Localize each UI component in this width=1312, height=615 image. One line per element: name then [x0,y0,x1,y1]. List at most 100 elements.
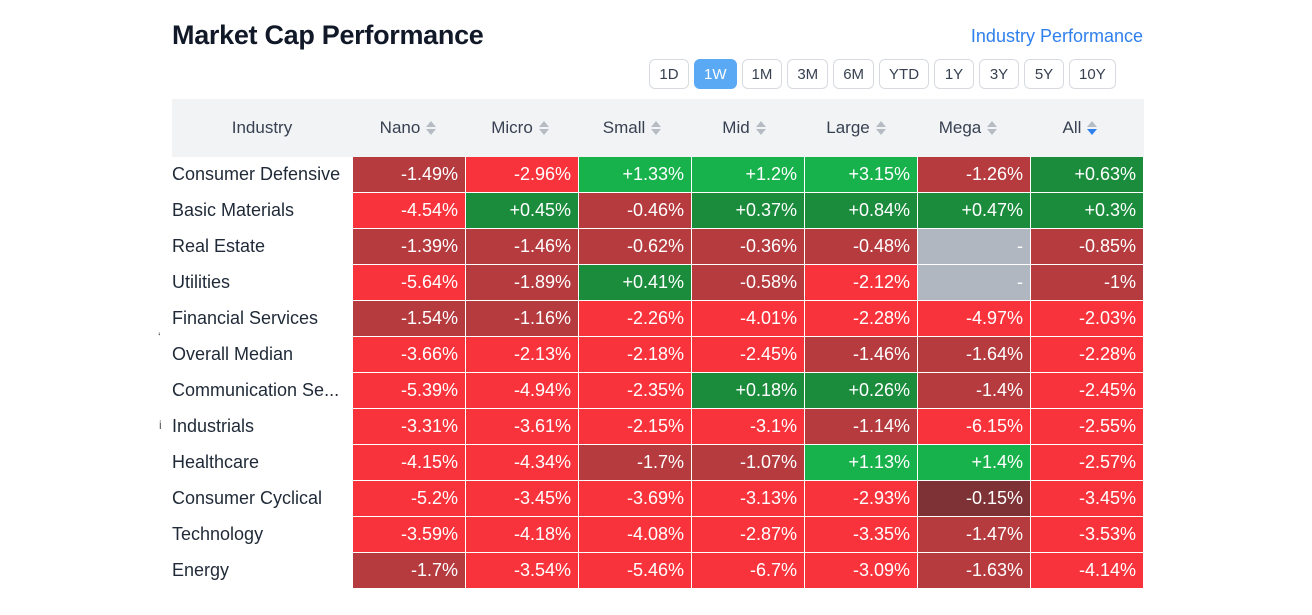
table-cell: +1.4% [918,445,1030,480]
table-row: Technology -3.59% -4.18% -4.08% -2.87% -3.35%… [172,517,1144,552]
table-cell: -1.46% [466,229,578,264]
row-label: Overall Median [172,344,294,364]
table-cell: -3.61% [466,409,578,444]
table-row: Real Estate -1.39% -1.46% -0.62% -0.36% -0.48… [172,229,1144,264]
period-button-3m[interactable]: 3M [787,59,829,89]
column-header-industry: Industry [231,118,293,137]
row-label: Technology [172,524,264,544]
table-cell: -2.28% [1031,337,1143,372]
table-cell: -0.36% [692,229,804,264]
row-label: Real Estate [172,236,266,256]
table-cell: -2.55% [1031,409,1143,444]
sort-icon[interactable] [987,121,998,135]
table-cell: -6.15% [918,409,1030,444]
column-header-micro[interactable]: Micro [464,118,576,138]
table-header: Industry Nano Micro Small Mid Large Mega All [172,99,1144,157]
table-cell: -1.64% [918,337,1030,372]
table-cell: -1.7% [579,445,691,480]
row-label: Energy [172,560,230,580]
table-cell: +0.37% [692,193,804,228]
table-cell: +0.47% [918,193,1030,228]
table-cell: -2.15% [579,409,691,444]
table-cell: -2.87% [692,517,804,552]
table-cell: -3.45% [466,481,578,516]
period-button-1d[interactable]: 1D [649,59,689,89]
column-header-nano[interactable]: Nano [352,118,464,138]
table-row: Industrials -3.31% -3.61% -2.15% -3.1% -1.14%… [172,409,1144,444]
table-cell: +0.45% [466,193,578,228]
table-cell: -2.96% [466,157,578,192]
period-button-6m[interactable]: 6M [833,59,875,89]
column-header-mega[interactable]: Mega [912,118,1024,138]
row-label: Industrials [172,416,255,436]
performance-table: Industry Nano Micro Small Mid Large Mega All Co… [172,99,1144,588]
table-cell: -5.46% [579,553,691,588]
row-label: Communication Se... [172,380,340,400]
table-cell: +1.33% [579,157,691,192]
table-cell: -2.45% [1031,373,1143,408]
table-cell: -2.12% [805,265,917,300]
period-button-1m[interactable]: 1M [741,59,783,89]
table-cell: -1% [1031,265,1143,300]
table-cell: -3.69% [579,481,691,516]
table-cell: -0.58% [692,265,804,300]
period-button-3y[interactable]: 3Y [979,59,1020,89]
table-cell: -3.1% [692,409,804,444]
sort-icon[interactable] [651,121,662,135]
table-cell: +3.15% [805,157,917,192]
row-label: Utilities [172,272,231,292]
row-label: Consumer Defensive [172,164,341,184]
table-cell: -4.08% [579,517,691,552]
stray-mark: i [159,418,162,432]
table-row: Basic Materials -4.54% +0.45% -0.46% +0.37% +… [172,193,1144,228]
table-cell: +0.41% [579,265,691,300]
table-cell: -3.31% [353,409,465,444]
table-cell: -1.47% [918,517,1030,552]
table-cell: -3.59% [353,517,465,552]
column-header-mid[interactable]: Mid [688,118,800,138]
column-header-small[interactable]: Small [576,118,688,138]
period-button-10y[interactable]: 10Y [1069,59,1116,89]
table-cell: -1.46% [805,337,917,372]
period-button-1y[interactable]: 1Y [934,59,975,89]
table-cell: - [918,265,1030,300]
row-label: Basic Materials [172,200,295,220]
column-header-label: Mega [938,118,982,137]
table-cell: -3.54% [466,553,578,588]
table-cell: -3.53% [1031,517,1143,552]
table-row: Consumer Cyclical -5.2% -3.45% -3.69% -3.13%… [172,481,1144,516]
column-header-all[interactable]: All [1024,118,1136,138]
column-header-label: All [1062,118,1082,137]
table-cell: -3.13% [692,481,804,516]
row-label: Financial Services [172,308,319,328]
table-cell: -3.66% [353,337,465,372]
table-cell: -1.4% [918,373,1030,408]
table-cell: -4.54% [353,193,465,228]
column-header-large[interactable]: Large [800,118,912,138]
table-cell: -0.48% [805,229,917,264]
table-cell: +0.63% [1031,157,1143,192]
period-button-1w[interactable]: 1W [694,59,737,89]
table-cell: -1.63% [918,553,1030,588]
sort-icon[interactable] [755,121,766,135]
column-header-label: Nano [379,118,421,137]
table-cell: -3.45% [1031,481,1143,516]
period-selector: 1D 1W 1M 3M 6M YTD 1Y 3Y 5Y 10Y [649,59,1116,89]
industry-performance-link[interactable]: Industry Performance [970,26,1143,46]
sort-icon[interactable] [1087,121,1098,135]
table-cell: -0.46% [579,193,691,228]
table-cell: -2.57% [1031,445,1143,480]
period-button-5y[interactable]: 5Y [1024,59,1065,89]
sort-icon[interactable] [875,121,886,135]
table-cell: -3.09% [805,553,917,588]
table-cell: -1.26% [918,157,1030,192]
sort-icon[interactable] [538,121,549,135]
table-cell: -1.7% [353,553,465,588]
table-cell: -5.39% [353,373,465,408]
column-header-label: Micro [491,118,533,137]
table-cell: -1.39% [353,229,465,264]
table-cell: -1.54% [353,301,465,336]
sort-icon[interactable] [426,121,437,135]
table-cell: +1.13% [805,445,917,480]
period-button-ytd[interactable]: YTD [879,59,930,89]
